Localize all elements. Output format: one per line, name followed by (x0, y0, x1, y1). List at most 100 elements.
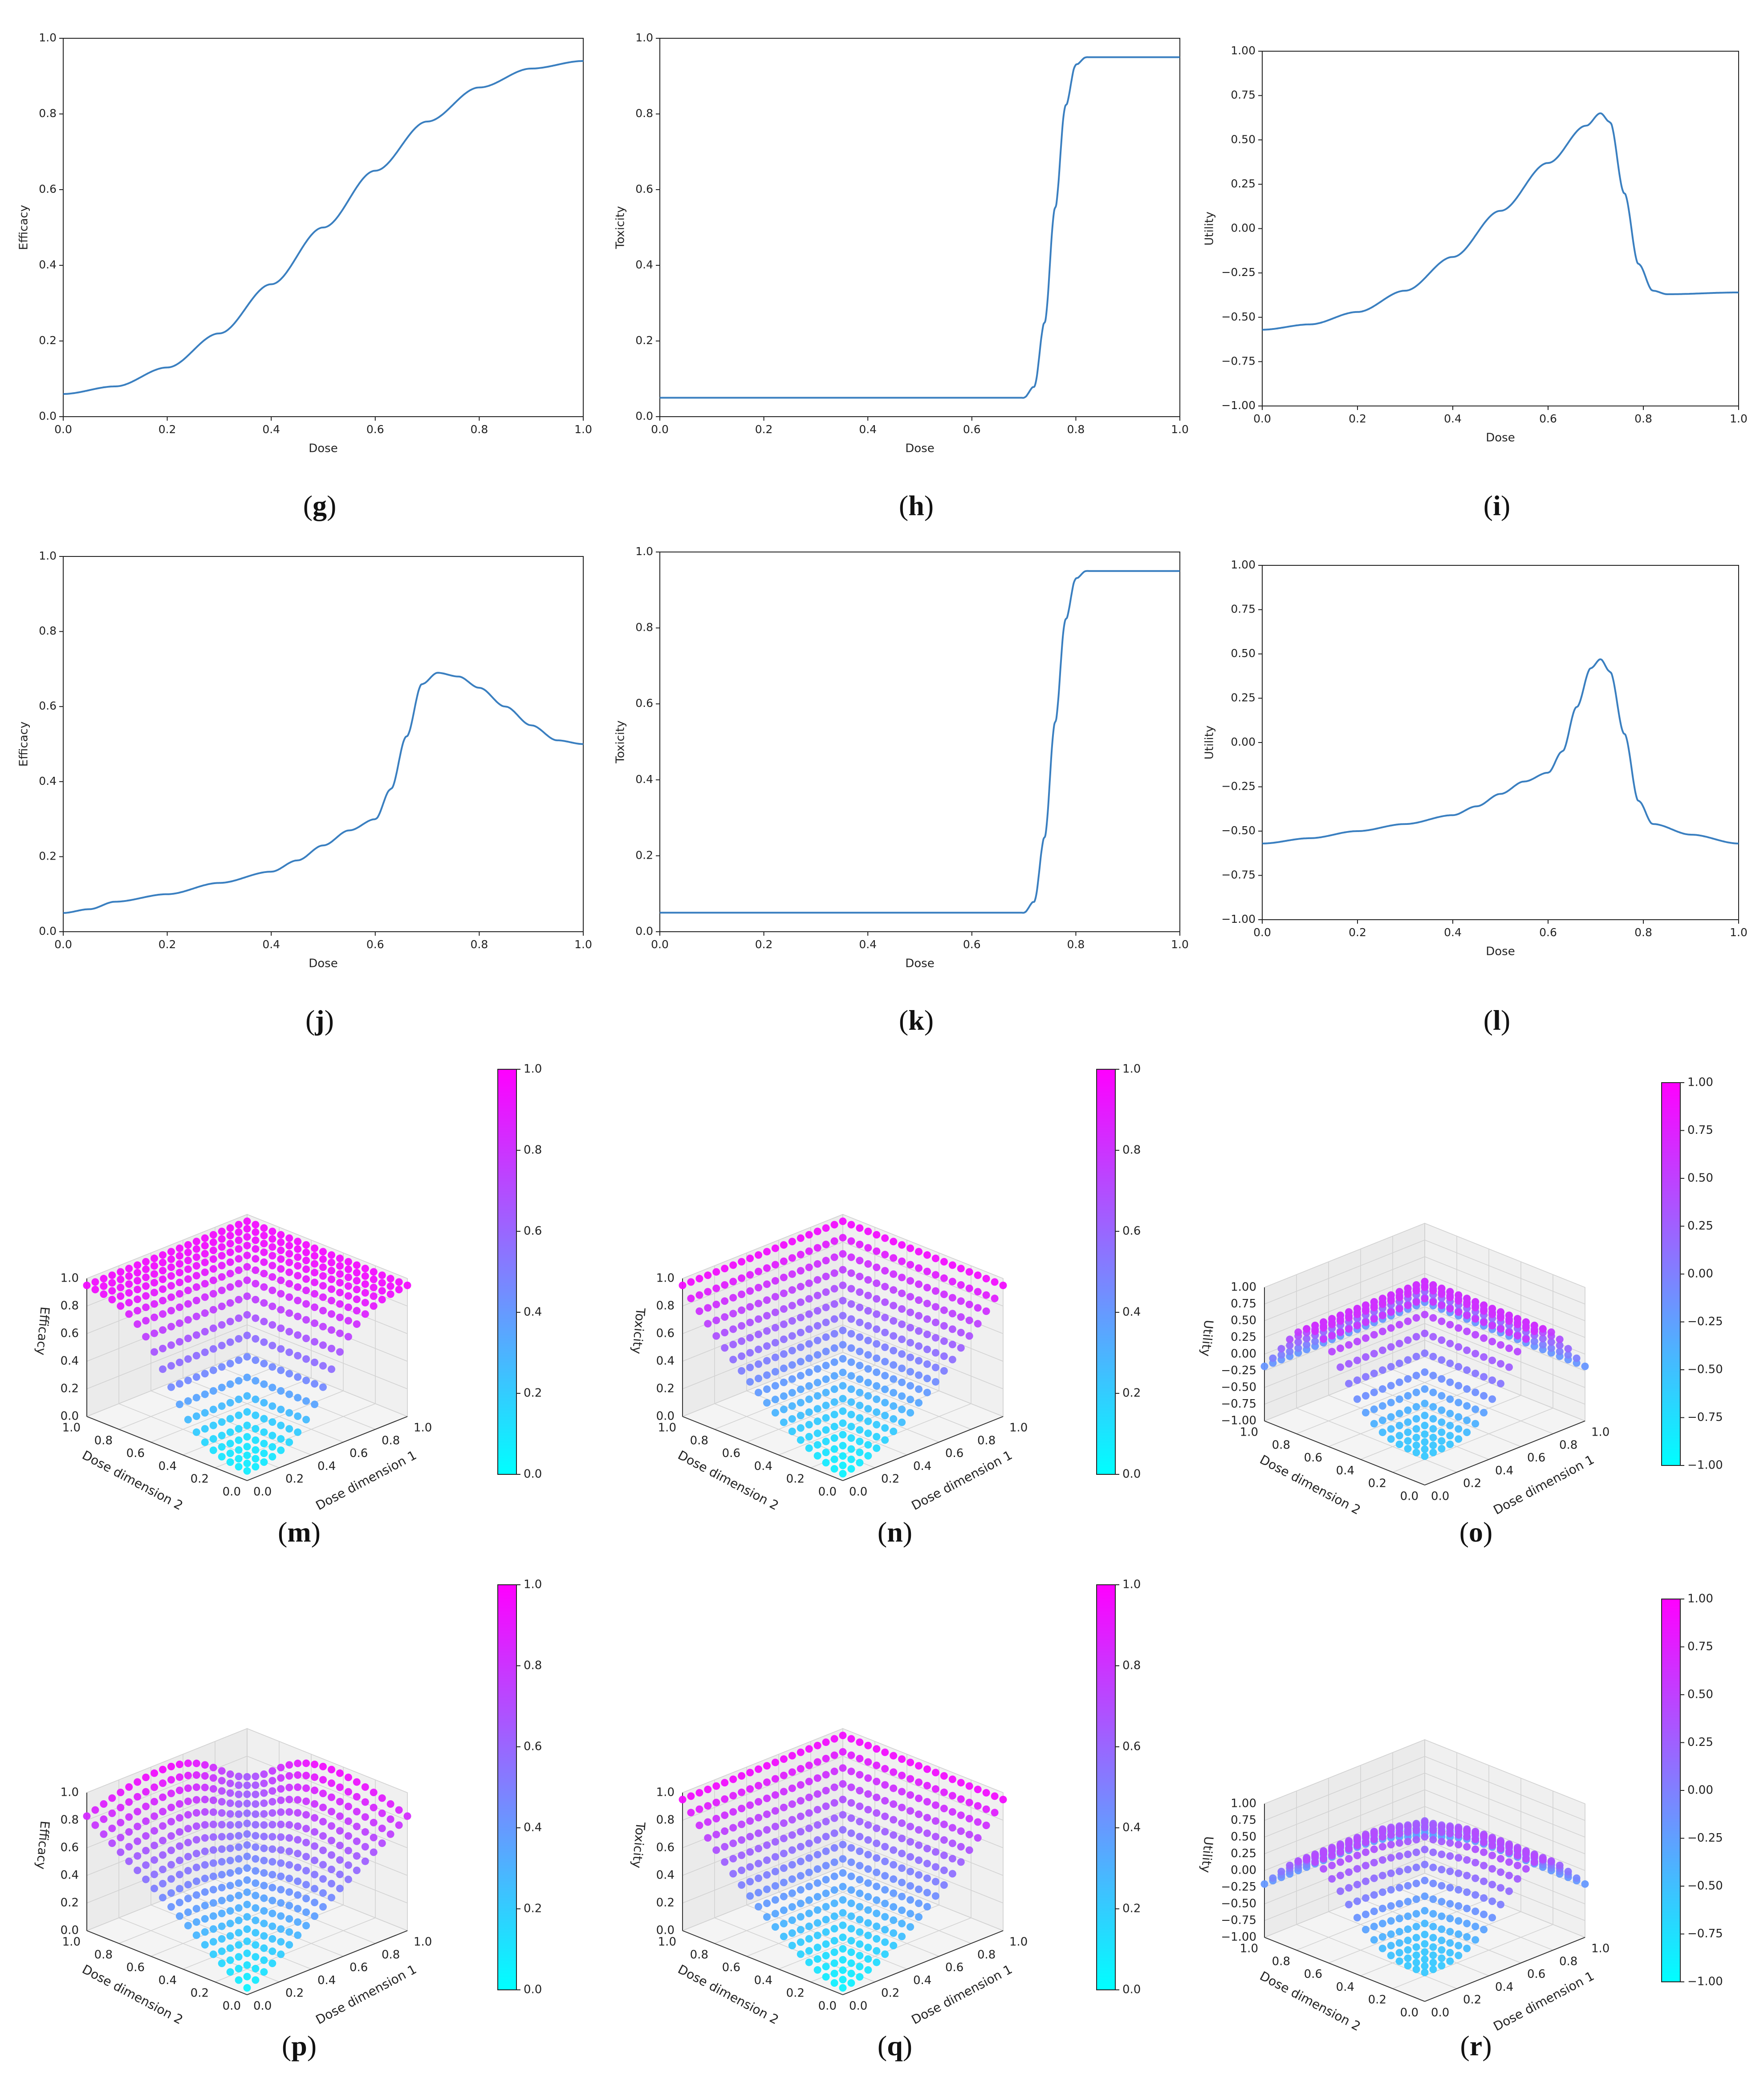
colorbar-tick-label: 0.75 (1687, 1124, 1713, 1137)
data-point (915, 1826, 923, 1834)
data-point (159, 1879, 167, 1887)
y-tick-label: 0.2 (635, 848, 653, 861)
grid-line (1264, 1839, 1425, 1904)
data-point (226, 1399, 234, 1407)
grid-line (1392, 1369, 1553, 1434)
y-tick-label: 0.6 (635, 183, 653, 195)
colorbar-tick-label: 0.2 (524, 1902, 542, 1916)
data-point (890, 1800, 898, 1808)
data-point (302, 1853, 310, 1861)
d1-tick-label: 0.6 (350, 1447, 368, 1460)
data-point (1404, 1445, 1412, 1453)
data-point (1370, 1859, 1378, 1867)
data-point (906, 1368, 915, 1376)
data-point (260, 1789, 268, 1797)
data-point (797, 1385, 805, 1393)
data-point (738, 1805, 746, 1813)
data-point (243, 1913, 251, 1921)
x-tick-label: 0.0 (54, 423, 72, 436)
plot-frame (63, 556, 584, 932)
data-point (873, 1295, 881, 1303)
data-point (805, 1935, 813, 1943)
data-point (260, 1779, 268, 1787)
data-point (252, 1855, 260, 1863)
data-point (940, 1836, 948, 1844)
data-point (294, 1297, 302, 1304)
data-point (890, 1402, 898, 1410)
data-point (847, 1969, 855, 1977)
data-point (134, 1295, 142, 1303)
data-point (336, 1812, 344, 1820)
data-point (1446, 1830, 1454, 1838)
data-point (235, 1280, 243, 1288)
data-point (822, 1952, 830, 1960)
data-point (797, 1926, 805, 1934)
data-point (1463, 1933, 1471, 1941)
colorbar-tick-label: 0.6 (524, 1225, 542, 1238)
caption-open: ( (1484, 490, 1493, 521)
data-point (830, 1814, 838, 1822)
x-tick-label: 1.0 (1730, 926, 1748, 939)
data-point (150, 1289, 159, 1297)
data-point (940, 1337, 948, 1345)
data-point (226, 1360, 234, 1368)
data-point (344, 1774, 352, 1782)
data-point (209, 1366, 217, 1374)
data-point (974, 1271, 982, 1279)
caption-close: ) (1482, 2030, 1492, 2062)
data-point (277, 1886, 285, 1894)
data-point (268, 1809, 276, 1817)
d2-tick-label: 0.4 (754, 1460, 772, 1473)
data-point (864, 1429, 872, 1437)
data-point (336, 1769, 344, 1777)
data-point (906, 1244, 915, 1252)
data-point (1446, 1288, 1454, 1296)
panel-j: 0.0 0.2 0.4 0.6 0.8 1.00.00.20.40.60.81.0Dose… (17, 549, 592, 1036)
data-point (1404, 1418, 1412, 1426)
z-axis-label: Utility (1198, 1836, 1216, 1874)
data-point (134, 1286, 142, 1294)
data-point (175, 1252, 183, 1260)
data-point (125, 1813, 133, 1821)
data-point (755, 1765, 762, 1773)
data-point (209, 1764, 217, 1772)
data-point (252, 1916, 260, 1924)
data-point (1429, 1449, 1437, 1457)
data-point (1513, 1875, 1521, 1883)
data-point (780, 1274, 788, 1282)
data-point (344, 1303, 352, 1311)
data-point (209, 1446, 217, 1454)
z-tick-label: −0.25 (1221, 1364, 1256, 1377)
data-point (712, 1268, 720, 1276)
x-tick-label: 0.6 (1539, 412, 1557, 425)
data-point (856, 1847, 864, 1855)
data-point (167, 1282, 175, 1290)
data-point (856, 1347, 864, 1356)
data-point (125, 1828, 133, 1836)
panel-caption: (l) (1484, 1004, 1510, 1036)
data-point (1378, 1385, 1386, 1393)
data-point (201, 1370, 209, 1378)
data-point (1412, 1433, 1420, 1441)
data-point (243, 1876, 251, 1884)
d1-tick-label: 0.8 (382, 1948, 400, 1961)
data-point (1505, 1858, 1513, 1866)
caption-letter: g (313, 490, 327, 521)
data-point (108, 1824, 116, 1832)
data-point (235, 1255, 243, 1263)
data-point (175, 1400, 183, 1408)
data-point (957, 1297, 965, 1305)
data-point (805, 1420, 813, 1429)
data-point (957, 1811, 965, 1819)
data-point (277, 1785, 285, 1793)
data-point (915, 1385, 923, 1393)
data-point (235, 1904, 243, 1912)
data-point (890, 1889, 898, 1897)
data-point (1370, 1331, 1378, 1339)
data-point (159, 1866, 167, 1873)
data-point (167, 1272, 175, 1280)
data-point (209, 1820, 217, 1828)
data-point (294, 1918, 302, 1926)
data-point (235, 1843, 243, 1851)
data-point (805, 1745, 813, 1753)
